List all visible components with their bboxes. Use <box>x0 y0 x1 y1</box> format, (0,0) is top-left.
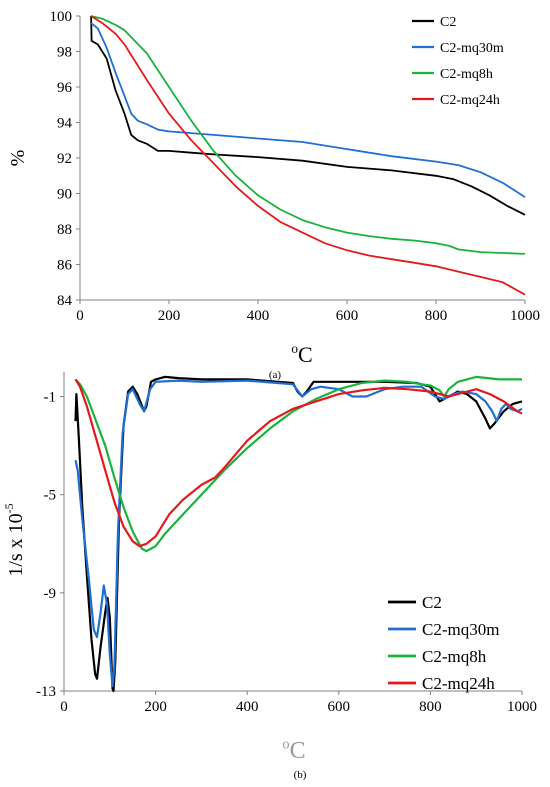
x-axis-label: oC <box>282 736 305 764</box>
x-tick-label: 200 <box>158 308 181 324</box>
y-tick-label: 92 <box>57 151 72 167</box>
x-tick-label: 1000 <box>507 699 537 715</box>
panel-a-label: (a) <box>269 369 282 381</box>
y-tick-label: -1 <box>44 390 57 406</box>
series-line-c2-mq24h <box>90 15 526 296</box>
series-line-c2 <box>90 15 526 216</box>
y-tick-label: 96 <box>57 80 73 96</box>
y-tick-label: -13 <box>36 684 56 700</box>
legend-label: C2-mq8h <box>440 67 493 82</box>
x-tick-label: 600 <box>336 308 359 324</box>
legend-label: C2-mq24h <box>422 674 495 693</box>
y-tick-label: 88 <box>57 222 72 238</box>
y-axis-label-exponent: -5 <box>2 503 16 513</box>
series-line-c2-mq30m <box>74 379 523 688</box>
x-tick-label: 600 <box>328 699 351 715</box>
series-line-c2 <box>74 375 523 693</box>
panel-b-label: (b) <box>294 769 307 781</box>
legend-label: C2-mq8h <box>422 647 487 666</box>
x-tick-label: 1000 <box>510 308 540 324</box>
y-tick-label: -9 <box>44 586 57 602</box>
y-axis-label-text: 1/s x 10 <box>5 513 27 576</box>
y-tick-label: 100 <box>50 9 73 25</box>
x-tick-label: 200 <box>144 699 167 715</box>
x-tick-label: 400 <box>247 308 270 324</box>
x-tick-label: 800 <box>419 699 442 715</box>
chart-b: 0 200 400 600 800 1000 -1 -5 -9 -13 C2 C2-mq30m C2-m… <box>2 372 537 764</box>
x-tick-label: 0 <box>76 308 84 324</box>
series-line-c2-mq30m <box>90 22 526 198</box>
y-tick-label: 98 <box>57 45 72 61</box>
legend-label: C2 <box>440 15 456 30</box>
y-axis-label: % <box>7 150 29 167</box>
y-tick-label: 84 <box>57 293 73 309</box>
legend-label: C2-mq30m <box>422 620 499 639</box>
legend-label: C2-mq24h <box>440 93 500 108</box>
y-axis-label-text: % <box>7 150 29 167</box>
x-axis-label: oC <box>291 341 312 367</box>
legend-label: C2-mq30m <box>440 41 504 56</box>
chart-a: 0 200 400 600 800 1000 84 86 88 90 92 94 96 98 100 C2 C2… <box>7 9 540 367</box>
series-line-c2-mq8h <box>90 15 526 255</box>
legend-label: C2 <box>422 593 442 612</box>
y-tick-label: 94 <box>57 116 73 132</box>
series-line-c2-mq8h <box>74 375 522 553</box>
x-tick-label: 0 <box>60 699 68 715</box>
y-axis-label: 1/s x 10-5 <box>2 503 27 576</box>
x-tick-label: 400 <box>236 699 259 715</box>
y-tick-label: 90 <box>57 187 72 203</box>
x-tick-label: 800 <box>425 308 448 324</box>
series-line-c2-mq24h <box>74 378 523 548</box>
y-tick-label: -5 <box>44 488 57 504</box>
y-tick-label: 86 <box>57 258 73 274</box>
